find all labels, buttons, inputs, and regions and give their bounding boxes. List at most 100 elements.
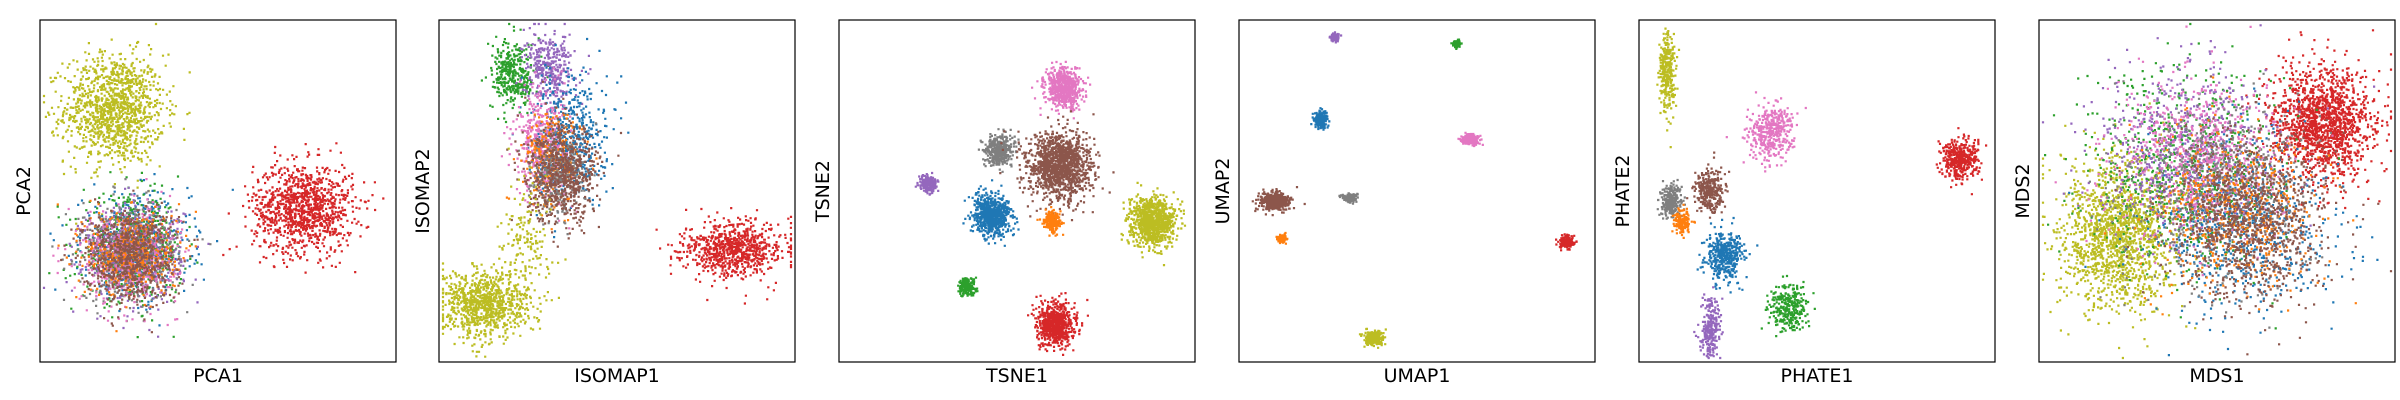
scatter-points [2041, 22, 2393, 360]
cluster-orange [1671, 203, 1696, 239]
scatter-point-group [655, 207, 793, 305]
cluster-pink [1725, 91, 1807, 173]
scatter-points [441, 22, 793, 358]
scatter-point-group [1696, 216, 1759, 294]
scatter-point-group [914, 171, 940, 196]
cluster-orange [505, 106, 598, 231]
subplot-phate: PHATE1 PHATE2 [1612, 19, 1996, 387]
cluster-olive [1120, 181, 1187, 267]
scatter-point-group [1338, 192, 1359, 205]
scatter-point-group [1656, 178, 1686, 222]
cluster-orange [1275, 231, 1289, 245]
scatter-point-group [962, 179, 1020, 247]
plot-frame [1238, 19, 1596, 363]
scatter-point-group [1656, 27, 1681, 149]
scatter-points [914, 60, 1187, 356]
cluster-olive [441, 247, 549, 358]
scatter-point-group [1555, 233, 1578, 252]
cluster-blue [49, 173, 234, 327]
scatter-point-group [1671, 203, 1696, 239]
scatter-point-group [1120, 181, 1187, 267]
cluster-green [957, 276, 979, 298]
cluster-blue [962, 179, 1020, 247]
subplot-tsne: TSNE1 TSNE2 [812, 19, 1196, 387]
cluster-olive [1656, 27, 1681, 149]
scatter-point-group [517, 122, 598, 236]
scatter-point-group [60, 189, 199, 334]
scatter-point-group [511, 37, 630, 239]
scatter-point-group [500, 67, 581, 230]
cluster-blue [1696, 216, 1759, 294]
x-axis-label: PCA1 [193, 365, 243, 387]
scatter-point-group [515, 22, 592, 119]
cluster-brown [999, 110, 1115, 227]
scatter-point-group [1310, 107, 1331, 131]
scatter-points [1251, 31, 1578, 349]
x-axis-label: MDS1 [2189, 365, 2244, 387]
x-axis-label: UMAP1 [1384, 365, 1451, 387]
subplot-mds: MDS1 MDS2 [2012, 19, 2396, 387]
scatter-point-group [977, 128, 1021, 173]
y-axis-label: MDS2 [2012, 163, 2034, 218]
cluster-pink [1031, 60, 1092, 120]
y-axis-label: PCA2 [13, 166, 35, 216]
scatter-point-group [2041, 24, 2376, 256]
scatter-points [42, 22, 385, 339]
plot-frame [39, 19, 397, 363]
cluster-red [1935, 127, 1988, 196]
cluster-gray [517, 122, 598, 236]
cluster-purple [1328, 31, 1343, 44]
scatter-point-group [1725, 91, 1807, 173]
cluster-olive [496, 147, 567, 318]
scatter-point-group [441, 247, 549, 358]
cluster-blue [1310, 107, 1331, 131]
cluster-red [1027, 292, 1089, 356]
scatter-points [1656, 27, 1988, 360]
scatter-point-group [957, 276, 979, 298]
scatter-point-group [1760, 274, 1816, 338]
cluster-red [2225, 29, 2393, 210]
cluster-olive [2041, 102, 2212, 360]
x-axis-label: PHATE1 [1781, 365, 1854, 387]
scatter-point-group [1328, 31, 1343, 44]
x-axis-label: TSNE1 [985, 365, 1048, 387]
scatter-point-group [1935, 127, 1988, 196]
cluster-green [1760, 274, 1816, 338]
plot-frame [438, 19, 796, 363]
scatter-point-group [42, 22, 191, 225]
y-axis-label: UMAP2 [1212, 158, 1234, 225]
scatter-point-group [1036, 206, 1065, 237]
scatter-point-group [1251, 186, 1306, 217]
scatter-point-group [1450, 38, 1463, 50]
scatter-point-group [49, 173, 234, 327]
cluster-green [1450, 38, 1463, 50]
plot-frame [2038, 19, 2396, 363]
cluster-purple [515, 22, 592, 119]
cluster-pink [500, 67, 581, 230]
cluster-pink [1457, 131, 1484, 148]
cluster-green [480, 22, 549, 124]
cluster-gray [1656, 178, 1686, 222]
scatter-point-group [2225, 29, 2393, 210]
cluster-orange [1036, 206, 1065, 237]
scatter-point-group [506, 80, 623, 248]
y-axis-label: ISOMAP2 [412, 148, 434, 234]
y-axis-label: TSNE2 [812, 160, 834, 223]
y-axis-label: PHATE2 [1612, 155, 1634, 228]
subplot-pca: PCA1 PCA2 [13, 19, 397, 387]
scatter-point-group [999, 110, 1115, 227]
cluster-red [222, 142, 385, 274]
subplot-isomap: ISOMAP1 ISOMAP2 [412, 19, 796, 387]
plot-frame [1638, 19, 1996, 363]
scatter-point-group [1031, 60, 1092, 120]
cluster-brown [1251, 186, 1306, 217]
cluster-brown [60, 189, 199, 334]
cluster-olive [1358, 327, 1387, 349]
subplot-umap: UMAP1 UMAP2 [1212, 19, 1596, 387]
cluster-gray [977, 128, 1021, 173]
scatter-point-group [496, 147, 567, 318]
cluster-gray [1338, 192, 1359, 205]
scatter-point-group [1027, 292, 1089, 356]
scatter-point-group [2041, 102, 2212, 360]
